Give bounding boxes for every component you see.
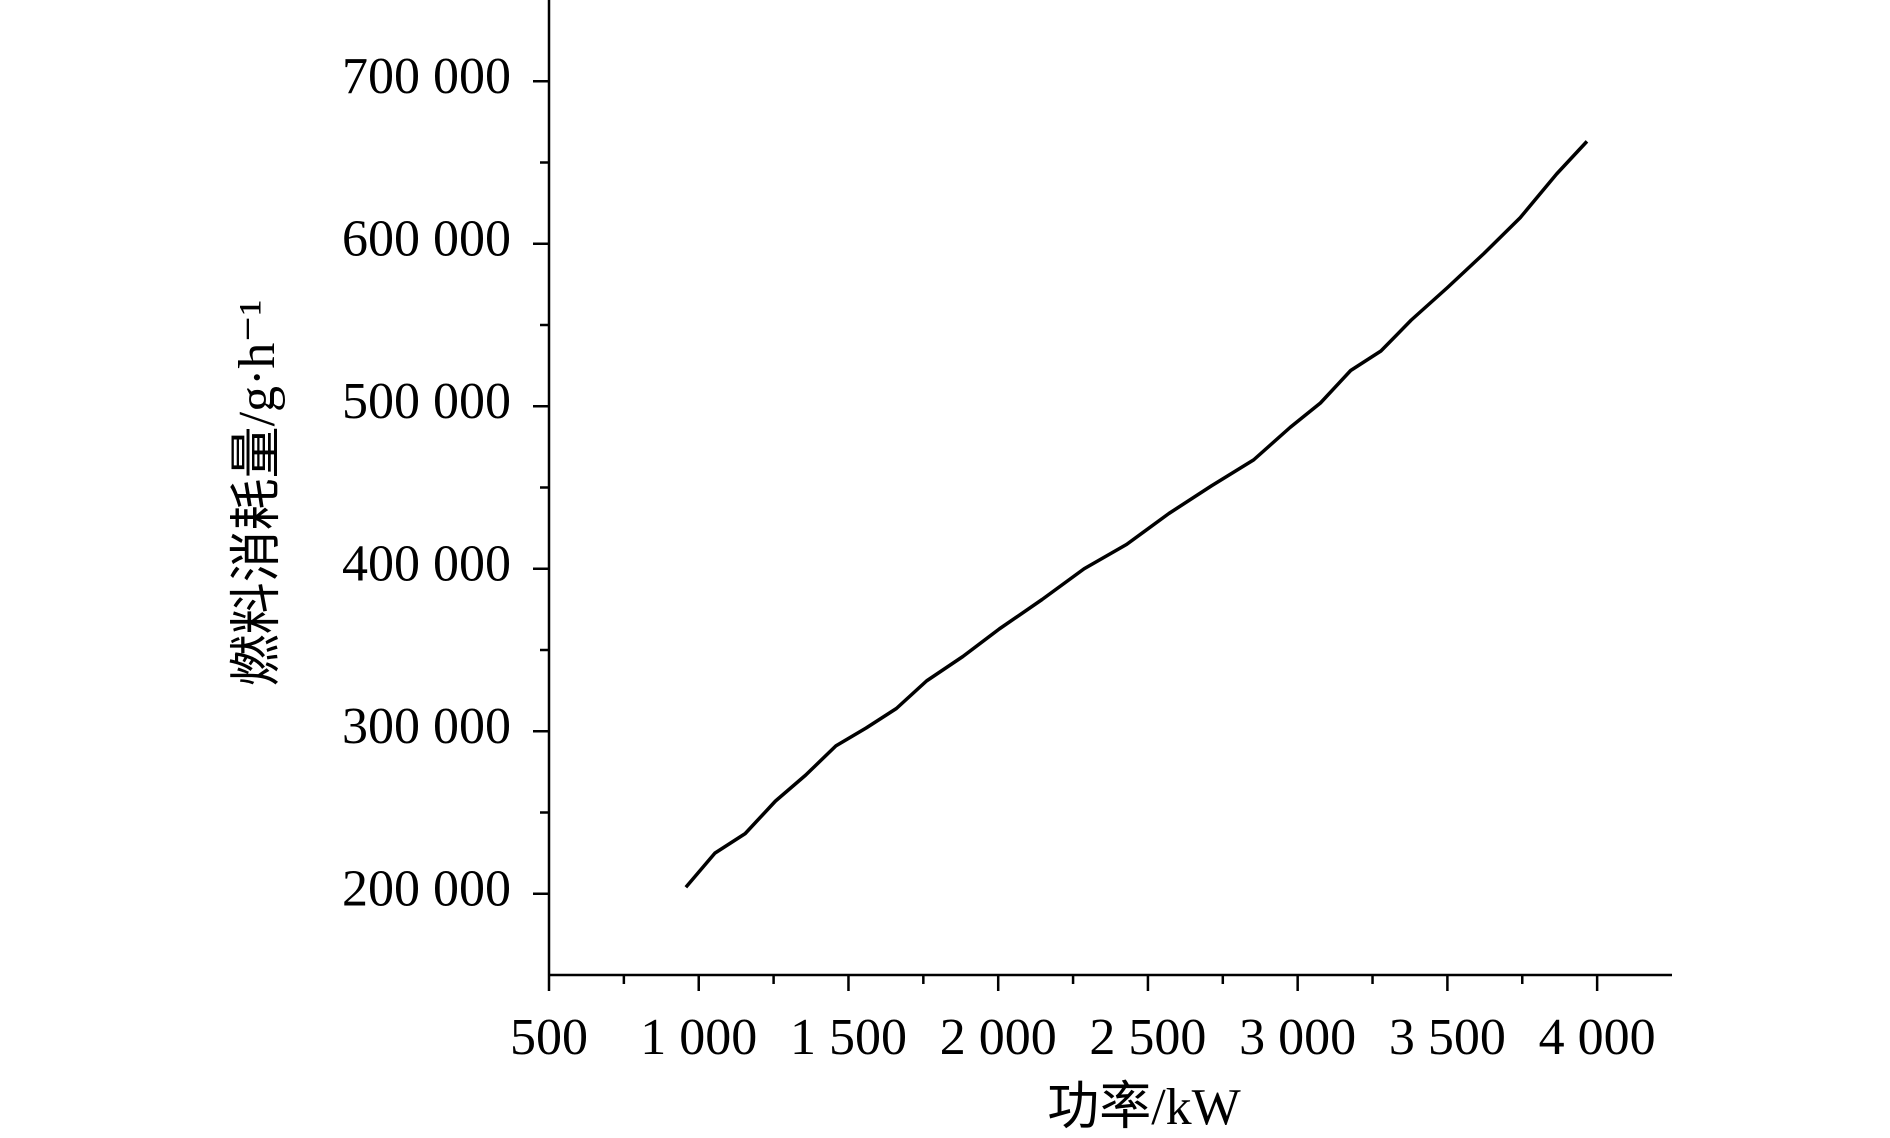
y-tick-label: 600 000: [342, 211, 511, 268]
y-tick-label: 500 000: [342, 373, 511, 430]
x-tick-label: 3 500: [1389, 1009, 1506, 1066]
y-axis-label: 燃料消耗量/g·h⁻¹: [229, 300, 286, 687]
data-line: [684, 140, 1589, 889]
y-tick-label: 300 000: [342, 698, 511, 755]
x-tick-label: 4 000: [1539, 1009, 1656, 1066]
x-tick-label: 500: [510, 1009, 588, 1066]
x-tick-label: 2 500: [1089, 1009, 1206, 1066]
y-tick-label: 400 000: [342, 536, 511, 593]
x-tick-label: 2 000: [940, 1009, 1057, 1066]
y-tick-label: 200 000: [342, 861, 511, 918]
y-tick-label: 700 000: [342, 48, 511, 105]
x-axis-label: 功率/kW: [1047, 1079, 1241, 1136]
x-tick-label: 3 000: [1239, 1009, 1356, 1066]
x-tick-label: 1 000: [640, 1009, 757, 1066]
x-tick-label: 1 500: [790, 1009, 907, 1066]
